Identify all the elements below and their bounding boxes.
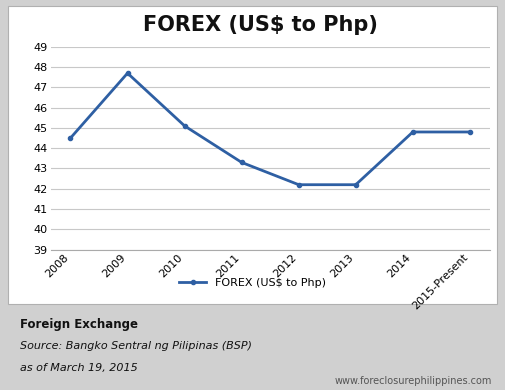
Legend: FOREX (US$ to Php): FOREX (US$ to Php) [174,273,331,292]
Text: www.foreclosurephilippines.com: www.foreclosurephilippines.com [335,376,492,386]
Text: as of March 19, 2015: as of March 19, 2015 [20,363,138,374]
Text: Foreign Exchange: Foreign Exchange [20,318,138,331]
Text: Source: Bangko Sentral ng Pilipinas (BSP): Source: Bangko Sentral ng Pilipinas (BSP… [20,341,252,351]
Text: FOREX (US$ to Php): FOREX (US$ to Php) [142,15,378,35]
